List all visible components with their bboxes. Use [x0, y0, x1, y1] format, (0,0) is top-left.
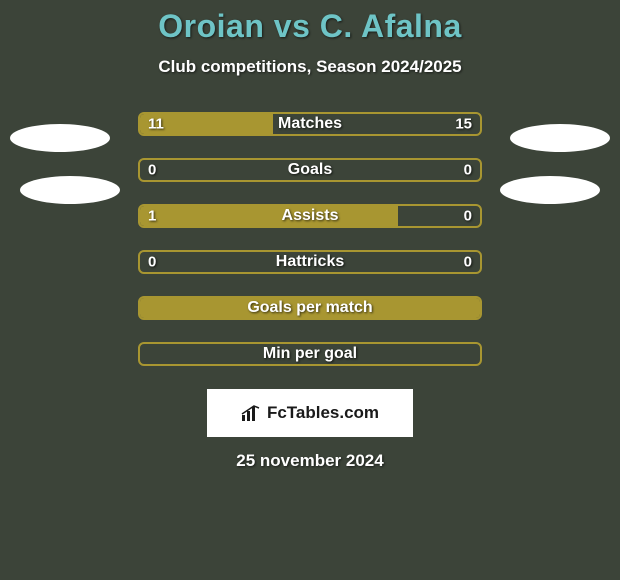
brand-text: FcTables.com [267, 403, 379, 423]
stat-label: Matches [278, 115, 342, 133]
brand-logo-inner: FcTables.com [241, 403, 379, 423]
stat-value-right: 15 [455, 116, 472, 133]
stat-value-right: 0 [464, 208, 472, 225]
stat-bar-left [140, 206, 398, 226]
stat-value-right: 0 [464, 254, 472, 271]
stat-row: Min per goal [0, 331, 620, 377]
stat-label: Min per goal [263, 345, 357, 363]
stat-value-left: 0 [148, 254, 156, 271]
bars-icon [241, 405, 261, 421]
stat-bar-track: Min per goal [138, 342, 482, 366]
date-label: 25 november 2024 [0, 451, 620, 471]
stat-row: 1 Assists 0 [0, 193, 620, 239]
stat-row: 0 Goals 0 [0, 147, 620, 193]
stat-row: 0 Hattricks 0 [0, 239, 620, 285]
stat-label: Assists [282, 207, 339, 225]
stat-row: Goals per match [0, 285, 620, 331]
stat-value-left: 1 [148, 208, 156, 225]
page-title: Oroian vs C. Afalna [0, 8, 620, 45]
stat-bar-track: 11 Matches 15 [138, 112, 482, 136]
stat-value-left: 0 [148, 162, 156, 179]
stat-label: Goals [288, 161, 332, 179]
stat-label: Hattricks [276, 253, 344, 271]
stat-label: Goals per match [247, 299, 372, 317]
stat-row: 11 Matches 15 [0, 101, 620, 147]
stat-value-right: 0 [464, 162, 472, 179]
stat-bar-track: 0 Goals 0 [138, 158, 482, 182]
stat-bar-track: 1 Assists 0 [138, 204, 482, 228]
chart-area: 11 Matches 15 0 Goals 0 1 Assists 0 [0, 101, 620, 377]
subtitle: Club competitions, Season 2024/2025 [0, 57, 620, 77]
brand-logo: FcTables.com [207, 389, 413, 437]
stat-value-left: 11 [148, 116, 164, 133]
comparison-infographic: Oroian vs C. Afalna Club competitions, S… [0, 0, 620, 471]
stat-bar-track: Goals per match [138, 296, 482, 320]
stat-bar-track: 0 Hattricks 0 [138, 250, 482, 274]
